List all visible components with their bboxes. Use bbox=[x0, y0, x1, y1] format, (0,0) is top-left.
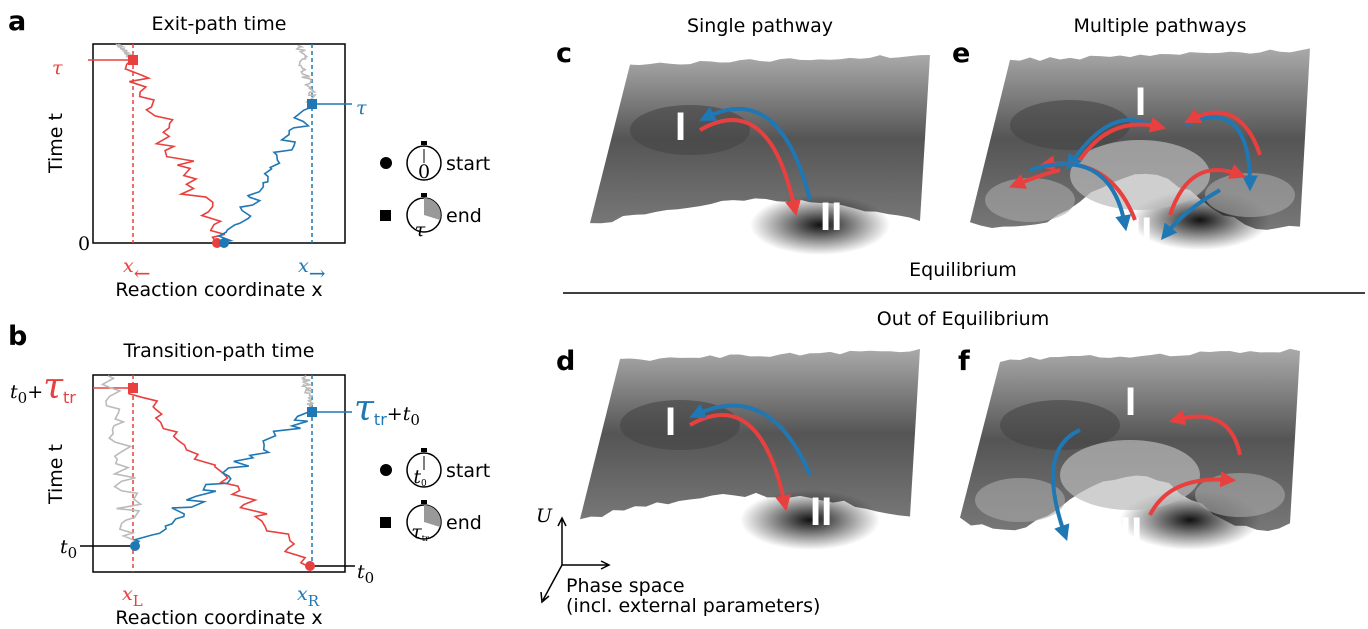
phase-label: Phase space bbox=[566, 575, 685, 597]
legend-dot bbox=[380, 157, 392, 169]
figure: a Exit-path time Time t Reaction coordin… bbox=[0, 0, 1368, 629]
origin-label: 0 bbox=[78, 233, 90, 255]
clock-label: 0 bbox=[418, 161, 430, 183]
row-title: Out of Equilibrium bbox=[877, 308, 1049, 330]
state-label: I bbox=[1125, 380, 1136, 424]
end-marker bbox=[307, 407, 317, 417]
legend-square bbox=[380, 210, 391, 221]
basin bbox=[630, 105, 750, 155]
panel-label: c bbox=[556, 38, 572, 69]
row-title: Equilibrium bbox=[909, 259, 1017, 281]
legend-text: start bbox=[446, 460, 490, 482]
energy-label: U bbox=[536, 505, 553, 527]
legend-dot bbox=[380, 464, 392, 476]
start-marker bbox=[219, 238, 229, 248]
state-label: II bbox=[820, 195, 842, 239]
end-marker bbox=[128, 55, 138, 65]
trajectory bbox=[302, 375, 313, 411]
tau-label: τ bbox=[52, 57, 63, 79]
axes-frame bbox=[93, 44, 345, 243]
clock-label: τ bbox=[415, 219, 426, 241]
phase-note: (incl. external parameters) bbox=[566, 595, 820, 617]
hill bbox=[985, 178, 1075, 222]
trajectory bbox=[129, 388, 310, 567]
column-title: Single pathway bbox=[687, 15, 833, 37]
start-marker bbox=[130, 541, 140, 551]
y-axis-label: Time t bbox=[45, 113, 67, 174]
trajectory bbox=[125, 59, 224, 243]
panel-a: a Exit-path time Time t Reaction coordin… bbox=[8, 6, 490, 301]
panel-title: Exit-path time bbox=[152, 13, 287, 35]
trajectory bbox=[135, 411, 312, 546]
trajectory bbox=[219, 103, 312, 242]
time-label: t0+τtr bbox=[10, 366, 76, 407]
panel-label: e bbox=[952, 38, 970, 69]
start-marker bbox=[305, 561, 315, 571]
state-label: II bbox=[810, 490, 832, 534]
panel-title: Transition-path time bbox=[123, 340, 315, 362]
panel-label: b bbox=[8, 321, 27, 352]
basin bbox=[1000, 400, 1120, 450]
panel-b: b Transition-path time Time t Reaction c… bbox=[8, 321, 490, 629]
marker-label: xR bbox=[297, 583, 320, 610]
tau-label: τ bbox=[356, 97, 367, 119]
legend-square bbox=[380, 517, 391, 528]
trajectory bbox=[102, 376, 140, 547]
y-axis-label: Time t bbox=[45, 444, 67, 505]
panel-label: d bbox=[556, 346, 575, 377]
x-axis-label: Reaction coordinate x bbox=[115, 607, 322, 629]
end-marker bbox=[128, 383, 138, 393]
hill bbox=[1070, 140, 1210, 210]
column-title: Multiple pathways bbox=[1073, 15, 1246, 37]
hill bbox=[1060, 440, 1200, 510]
state-label: II bbox=[1120, 510, 1142, 554]
legend-text: start bbox=[446, 153, 490, 175]
time-label: t0 bbox=[60, 536, 77, 562]
state-label: I bbox=[1135, 80, 1146, 124]
state-label: I bbox=[675, 105, 686, 149]
time-label: t0 bbox=[357, 561, 374, 587]
time-label: τtr+t0 bbox=[354, 388, 420, 429]
state-label: I bbox=[665, 400, 676, 444]
end-marker bbox=[307, 99, 317, 109]
panel-label: a bbox=[8, 6, 26, 37]
legend-text: end bbox=[446, 512, 482, 534]
marker-label: xL bbox=[122, 583, 143, 610]
panel-label: f bbox=[958, 346, 970, 377]
legend-text: end bbox=[446, 205, 482, 227]
